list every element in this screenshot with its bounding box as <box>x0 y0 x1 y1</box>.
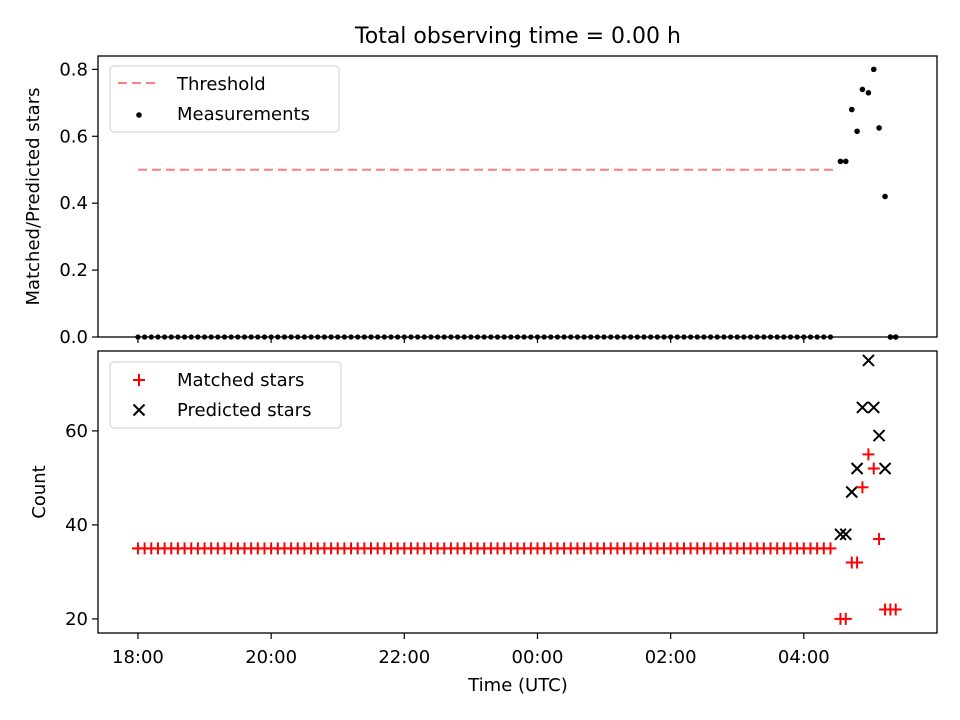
top-legend: Threshold Measurements <box>109 65 340 133</box>
matched-point <box>839 612 852 625</box>
legend-predicted-marker-b <box>132 403 146 417</box>
measurement-point <box>865 89 872 96</box>
top-legend-box <box>109 65 340 133</box>
x-tick-label: 02:00 <box>645 647 697 668</box>
top-panel-marks <box>135 66 899 340</box>
predicted-point-b <box>845 485 858 499</box>
predicted-point <box>862 354 875 367</box>
top-ytick-label: 0.2 <box>59 260 88 281</box>
predicted-point <box>845 485 858 499</box>
predicted-point <box>856 401 869 414</box>
predicted-point-b <box>867 401 880 414</box>
predicted-point-b <box>878 462 892 475</box>
matched-point <box>873 533 886 545</box>
bottom-ytick-label: 20 <box>65 609 88 630</box>
matched-point <box>856 481 869 494</box>
predicted-point-b <box>856 401 869 414</box>
predicted-point <box>872 429 886 442</box>
matched-point <box>851 556 864 569</box>
bottom-legend-box <box>109 361 342 429</box>
matched-point <box>867 462 880 475</box>
matched-point <box>824 542 837 555</box>
top-panel-y-axis: 0.0 0.2 0.4 0.6 0.8 <box>59 59 98 348</box>
predicted-point <box>834 528 847 541</box>
legend-threshold-label: Threshold <box>176 74 266 95</box>
legend-measurements-label: Measurements <box>177 104 310 125</box>
top-ytick-label: 0.8 <box>59 59 88 80</box>
bottom-ytick-label: 60 <box>65 421 88 442</box>
legend-measurements-swatch <box>136 112 142 118</box>
bottom-legend: Matched stars Predicted stars <box>109 361 342 429</box>
bottom-panel-frame <box>97 350 938 634</box>
matched-point <box>889 603 902 616</box>
x-axis-label: Time (UTC) <box>467 675 568 696</box>
measurement-point <box>837 158 844 165</box>
measurement-point <box>842 158 849 165</box>
bottom-panel-y-axis: 20 40 60 <box>65 421 98 630</box>
predicted-point <box>839 528 852 541</box>
bottom-panel-x-axis: 18:00 20:00 22:00 00:00 02:00 04:00 <box>112 633 830 668</box>
predicted-point <box>867 401 880 414</box>
predicted-point-b <box>834 528 847 541</box>
measurement-point <box>870 66 877 73</box>
bottom-ytick-label: 40 <box>65 515 88 536</box>
matched-point <box>862 448 875 461</box>
top-ytick-label: 0.6 <box>59 126 88 147</box>
top-panel-x-ticks <box>137 337 805 343</box>
top-panel-ylabel: Matched/Predicted stars <box>23 88 44 306</box>
predicted-point <box>850 462 864 475</box>
top-ytick-label: 0.0 <box>59 327 88 348</box>
legend-matched-swatch <box>133 374 145 386</box>
measurement-point <box>882 193 888 200</box>
top-ytick-label: 0.4 <box>59 193 88 214</box>
predicted-point-b <box>872 429 886 442</box>
measurement-point <box>859 86 866 93</box>
measurement-point <box>848 106 855 113</box>
top-panel-frame <box>97 55 938 338</box>
x-tick-label: 20:00 <box>245 647 297 668</box>
measurement-point <box>854 128 860 135</box>
x-tick-label: 18:00 <box>112 647 164 668</box>
measurement-point <box>876 125 882 131</box>
x-tick-label: 22:00 <box>378 647 430 668</box>
predicted-point-b <box>839 528 852 541</box>
predicted-point-b <box>862 354 875 367</box>
bottom-panel-marks <box>131 354 902 625</box>
top-panel: 0.00.20.40.60.8 Matched/Predicted stars … <box>23 55 938 348</box>
legend-predicted-label: Predicted stars <box>177 400 311 421</box>
legend-predicted-swatch <box>132 403 146 417</box>
legend-matched-label: Matched stars <box>177 370 304 391</box>
legend-predicted-marker <box>132 403 146 417</box>
x-tick-label: 00:00 <box>512 647 564 668</box>
predicted-point-b <box>850 462 864 475</box>
bottom-panel-ylabel: Count <box>29 465 50 518</box>
predicted-point <box>878 462 892 475</box>
x-tick-label: 04:00 <box>778 647 830 668</box>
chart-title: Total observing time = 0.00 h <box>354 24 681 49</box>
legend-matched-marker <box>133 374 145 386</box>
bottom-panel: 20 40 60 18:00 20:00 22:00 00:00 02:00 04:00 Co… <box>29 350 938 696</box>
